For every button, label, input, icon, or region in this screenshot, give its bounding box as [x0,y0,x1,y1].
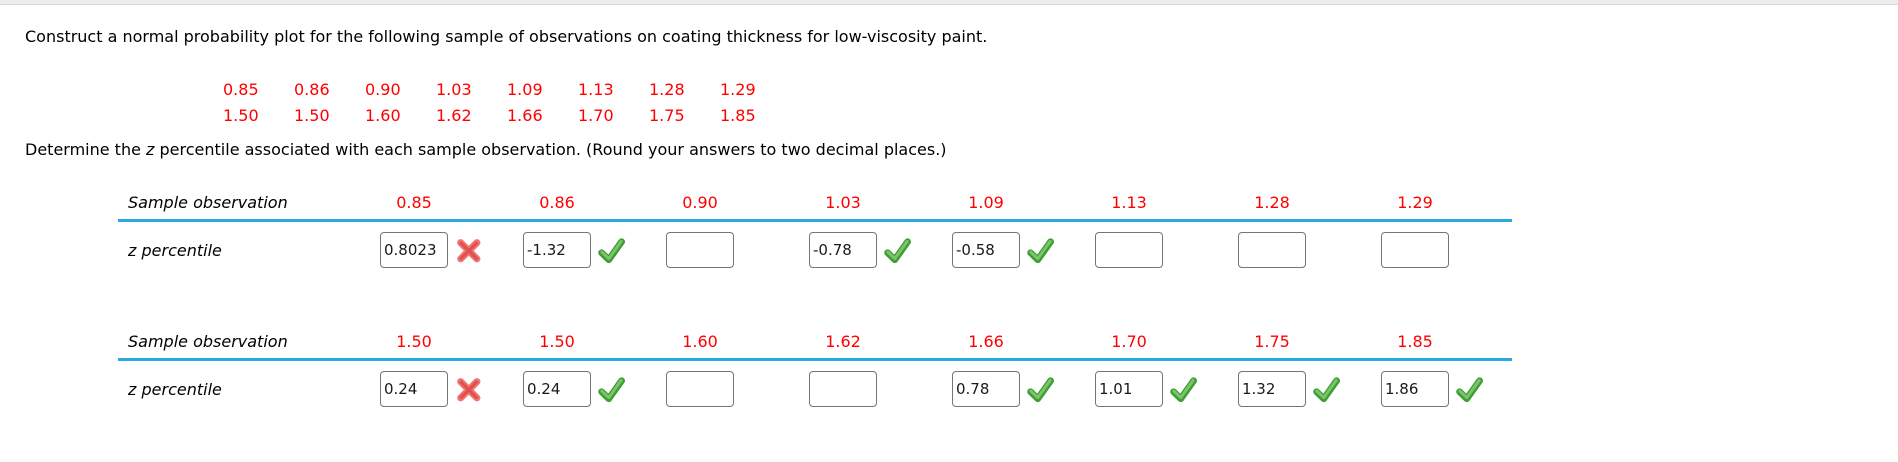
observation-header-value: 1.50 [539,332,575,351]
observation-value: 1.75 [649,106,685,125]
observation-value: 1.50 [294,106,330,125]
status-icon-slot [1456,237,1483,264]
z-percentile-answer-row: z percentile [118,221,1512,273]
observation-value: 0.85 [223,80,259,99]
observation-value: 1.50 [223,106,259,125]
observation-data-row-2: 1.50 1.50 1.60 1.62 1.66 1.70 1.75 1.85 [223,103,1898,129]
observation-header-row: Sample observation 0.85 0.86 0.90 1.03 1… [118,185,1512,222]
check-icon [1456,376,1483,403]
z-percentile-input[interactable] [952,371,1020,407]
observation-value: 1.09 [507,80,543,99]
z-percentile-input[interactable] [809,371,877,407]
instruction-text: Determine the z percentile associated wi… [25,140,1898,159]
z-percentile-input[interactable] [1381,232,1449,268]
status-icon-slot [1313,237,1340,264]
observation-value: 1.85 [720,106,756,125]
observation-header-value: 1.66 [968,332,1004,351]
observation-value: 1.13 [578,80,614,99]
problem-statement: Construct a normal probability plot for … [25,27,988,46]
percentile-table-1: Sample observation 0.85 0.86 0.90 1.03 1… [118,185,1512,272]
observation-value: 1.62 [436,106,472,125]
z-percentile-input[interactable] [380,232,448,268]
status-icon-slot [741,237,768,264]
observation-header-value: 1.60 [682,332,718,351]
z-percentile-input[interactable] [1095,232,1163,268]
z-percentile-input[interactable] [1381,371,1449,407]
z-percentile-label: z percentile [128,240,222,260]
observation-header-value: 1.70 [1111,332,1147,351]
z-percentile-input[interactable] [1238,232,1306,268]
observation-header-value: 1.29 [1397,193,1433,212]
x-icon [455,376,482,403]
observation-value: 1.03 [436,80,472,99]
observation-header-value: 1.50 [396,332,432,351]
instruction-pre: Determine the [25,140,147,159]
observation-data-row-1: 0.85 0.86 0.90 1.03 1.09 1.13 1.28 1.29 [223,77,1898,103]
observation-header-value: 0.85 [396,193,432,212]
observation-value: 1.66 [507,106,543,125]
z-percentile-input[interactable] [380,371,448,407]
observation-data-block: 0.85 0.86 0.90 1.03 1.09 1.13 1.28 1.29 1.50 1.5… [223,77,1898,129]
observation-header-row: Sample observation 1.50 1.50 1.60 1.62 1… [118,324,1512,361]
observation-value: 1.29 [720,80,756,99]
z-percentile-input[interactable] [666,371,734,407]
check-icon [1027,376,1054,403]
z-percentile-input[interactable] [1095,371,1163,407]
check-icon [1027,237,1054,264]
percentile-table-2: Sample observation 1.50 1.50 1.60 1.62 1… [118,324,1512,411]
z-percentile-input[interactable] [809,232,877,268]
observation-header-value: 1.75 [1254,332,1290,351]
observation-header-value: 1.62 [825,332,861,351]
sample-observation-label: Sample observation [128,332,288,351]
z-percentile-input[interactable] [952,232,1020,268]
observation-header-value: 1.03 [825,193,861,212]
observation-value: 0.86 [294,80,330,99]
observation-header-value: 1.28 [1254,193,1290,212]
observation-value: 0.90 [365,80,401,99]
check-icon [1170,376,1197,403]
check-icon [598,376,625,403]
instruction-z-variable: z [146,140,155,159]
check-icon [598,237,625,264]
sample-observation-label: Sample observation [128,193,288,212]
status-icon-slot [1170,237,1197,264]
status-icon-slot [884,376,911,403]
z-percentile-input[interactable] [523,371,591,407]
z-percentile-input[interactable] [523,232,591,268]
status-icon-slot [741,376,768,403]
observation-header-value: 1.09 [968,193,1004,212]
check-icon [1313,376,1340,403]
instruction-post: percentile associated with each sample o… [154,140,947,159]
z-percentile-input[interactable] [666,232,734,268]
z-percentile-input[interactable] [1238,371,1306,407]
check-icon [884,237,911,264]
observation-value: 1.28 [649,80,685,99]
z-percentile-answer-row: z percentile [118,360,1512,412]
z-percentile-label: z percentile [128,379,222,399]
observation-header-value: 1.85 [1397,332,1433,351]
observation-value: 1.70 [578,106,614,125]
observation-header-value: 0.86 [539,193,575,212]
page-top-divider [0,0,1898,5]
x-icon [455,237,482,264]
observation-value: 1.60 [365,106,401,125]
observation-header-value: 0.90 [682,193,718,212]
observation-header-value: 1.13 [1111,193,1147,212]
